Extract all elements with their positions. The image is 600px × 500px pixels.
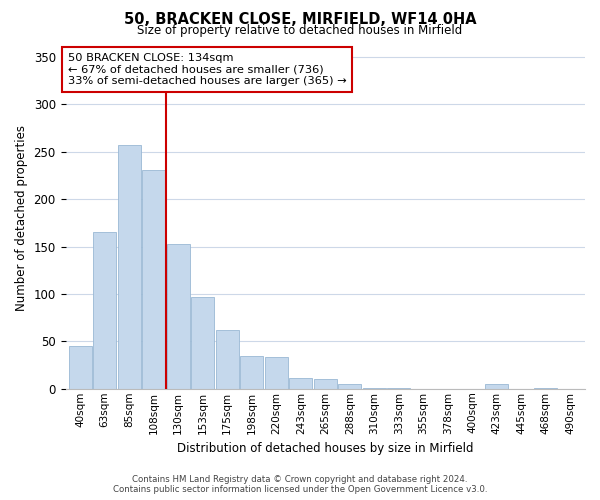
Text: Size of property relative to detached houses in Mirfield: Size of property relative to detached ho… bbox=[137, 24, 463, 37]
Bar bbox=[387, 388, 410, 389]
Bar bbox=[289, 378, 313, 389]
Text: 50, BRACKEN CLOSE, MIRFIELD, WF14 0HA: 50, BRACKEN CLOSE, MIRFIELD, WF14 0HA bbox=[124, 12, 476, 28]
Y-axis label: Number of detached properties: Number of detached properties bbox=[15, 125, 28, 311]
Bar bbox=[534, 388, 557, 389]
Bar bbox=[93, 232, 116, 389]
Text: Contains HM Land Registry data © Crown copyright and database right 2024.
Contai: Contains HM Land Registry data © Crown c… bbox=[113, 474, 487, 494]
Bar bbox=[68, 346, 92, 389]
Bar bbox=[191, 297, 214, 389]
Bar bbox=[338, 384, 361, 389]
Text: 50 BRACKEN CLOSE: 134sqm
← 67% of detached houses are smaller (736)
33% of semi-: 50 BRACKEN CLOSE: 134sqm ← 67% of detach… bbox=[68, 52, 347, 86]
Bar bbox=[485, 384, 508, 389]
Bar bbox=[314, 380, 337, 389]
Bar bbox=[167, 244, 190, 389]
X-axis label: Distribution of detached houses by size in Mirfield: Distribution of detached houses by size … bbox=[177, 442, 473, 455]
Bar bbox=[265, 358, 288, 389]
Bar bbox=[142, 170, 166, 389]
Bar bbox=[118, 145, 141, 389]
Bar bbox=[215, 330, 239, 389]
Bar bbox=[240, 356, 263, 389]
Bar bbox=[362, 388, 386, 389]
